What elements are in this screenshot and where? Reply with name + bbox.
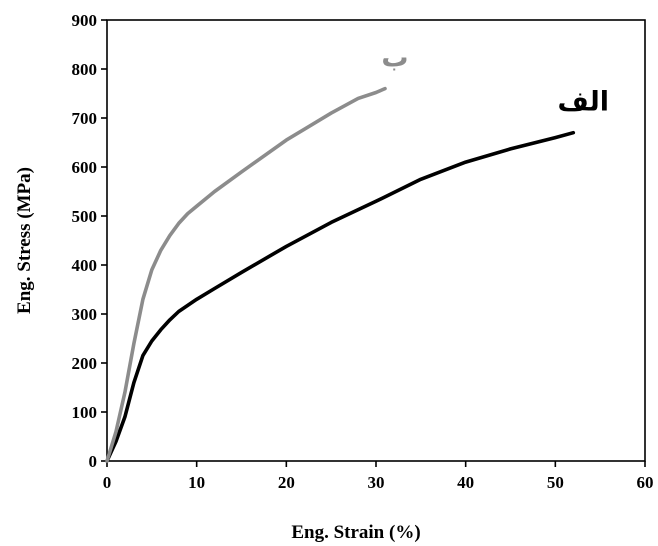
y-tick-label: 200 — [72, 354, 98, 373]
series-label-1: الف — [557, 87, 609, 118]
series-line-2 — [105, 86, 387, 463]
y-tick-label: 100 — [72, 403, 98, 422]
y-tick-label: 400 — [72, 256, 98, 275]
ticks: 0 10 20 30 40 50 60010020030040050060070080090… — [72, 11, 654, 492]
y-tick-label: 300 — [72, 305, 98, 324]
series-labels: الف ب — [381, 43, 609, 118]
y-tick-label: 0 — [89, 452, 98, 471]
y-tick-label: 900 — [72, 11, 98, 30]
x-tick-label: 20 — [278, 473, 295, 492]
y-tick-label: 700 — [72, 109, 98, 128]
y-tick-label: 500 — [72, 207, 98, 226]
y-tick-label: 600 — [72, 158, 98, 177]
series-label-2: ب — [381, 43, 408, 74]
series-lines — [105, 86, 576, 463]
y-tick-label: 800 — [72, 60, 98, 79]
series-line-1 — [105, 130, 576, 463]
x-tick-label: 50 — [547, 473, 564, 492]
x-axis-label: Eng. Strain (%) — [291, 522, 420, 543]
x-tick-label: 10 — [188, 473, 205, 492]
x-tick-label: 60 — [637, 473, 654, 492]
x-tick-label: 40 — [457, 473, 474, 492]
x-tick-label: 0 — [103, 473, 112, 492]
y-axis-label: Eng. Stress (MPa) — [14, 167, 35, 314]
x-tick-label: 30 — [368, 473, 385, 492]
